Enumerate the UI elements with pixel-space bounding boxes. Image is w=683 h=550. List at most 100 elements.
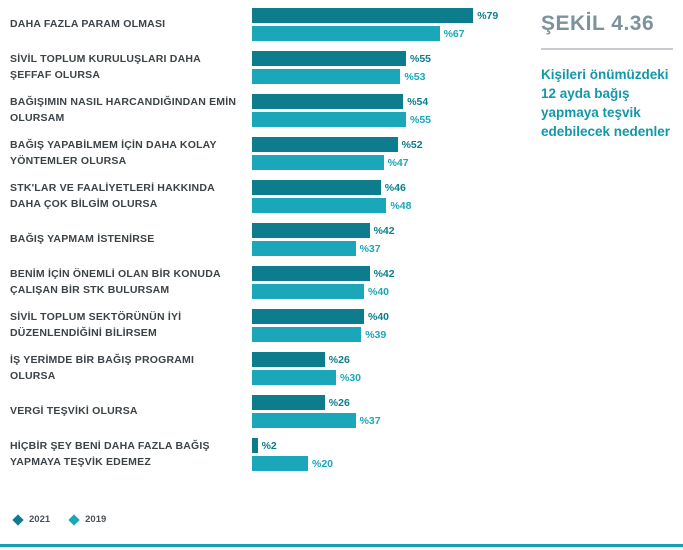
legend-diamond-2019-icon bbox=[68, 513, 80, 526]
chart-row: BAĞIŞ YAPMAM İSTENİRSE %42 %37 bbox=[10, 223, 530, 256]
bar-group: %42 %40 bbox=[252, 266, 530, 299]
bar-2021 bbox=[252, 180, 381, 195]
chart-row: STK'LAR VE FAALİYETLERİ HAKKINDA DAHA ÇO… bbox=[10, 180, 530, 213]
bar-2019 bbox=[252, 69, 401, 84]
chart-row: BENİM İÇİN ÖNEMLİ OLAN BİR KONUDA ÇALIŞA… bbox=[10, 266, 530, 299]
category-label: HİÇBİR ŞEY BENİ DAHA FAZLA BAĞIŞ YAPMAYA… bbox=[10, 439, 210, 468]
figure-caption: Kişileri önümüzdeki 12 ayda bağış yapmay… bbox=[541, 67, 671, 139]
bar-value-2021: %2 bbox=[261, 439, 277, 452]
legend-item-2019: 2019 bbox=[68, 513, 106, 526]
bar-line-2019: %20 bbox=[252, 456, 530, 471]
bar-value-2019: %37 bbox=[359, 242, 381, 255]
bar-value-2021: %52 bbox=[401, 138, 423, 151]
figure-sidebar: ŞEKİL 4.36 Kişileri önümüzdeki 12 ayda b… bbox=[541, 12, 675, 142]
bar-line-2021: %2 bbox=[252, 438, 530, 453]
category-label: SİVİL TOPLUM SEKTÖRÜNÜN İYİ DÜZENLENDİĞİ… bbox=[10, 310, 182, 339]
chart-row: BAĞIŞIMIN NASIL HARCANDIĞINDAN EMİN OLUR… bbox=[10, 94, 530, 127]
category-label: SİVİL TOPLUM KURULUŞLARI DAHA ŞEFFAF OLU… bbox=[10, 52, 201, 81]
bar-value-2019: %67 bbox=[443, 27, 465, 40]
chart-legend: 2021 2019 bbox=[12, 513, 106, 526]
category-label: STK'LAR VE FAALİYETLERİ HAKKINDA DAHA ÇO… bbox=[10, 181, 215, 210]
legend-label-2021: 2021 bbox=[29, 514, 51, 525]
chart-row: VERGİ TEŞVİKİ OLURSA %26 %37 bbox=[10, 395, 530, 428]
chart-row: İŞ YERİMDE BİR BAĞIŞ PROGRAMI OLURSA %26%… bbox=[10, 352, 530, 385]
bar-value-2021: %42 bbox=[373, 267, 395, 280]
category-label: VERGİ TEŞVİKİ OLURSA bbox=[10, 404, 138, 417]
bar-2019 bbox=[252, 327, 362, 342]
bar-2019 bbox=[252, 241, 356, 256]
bar-value-2021: %46 bbox=[384, 181, 406, 194]
bar-line-2021: %52 bbox=[252, 137, 530, 152]
category-label: DAHA FAZLA PARAM OLMASI bbox=[10, 17, 166, 30]
bar-line-2021: %79 bbox=[252, 8, 530, 23]
bar-chart: DAHA FAZLA PARAM OLMASI %79 %67 SİVİL TOPLU… bbox=[10, 8, 530, 481]
bar-2021 bbox=[252, 309, 364, 324]
bar-line-2021: %46 bbox=[252, 180, 530, 195]
chart-row: SİVİL TOPLUM SEKTÖRÜNÜN İYİ DÜZENLENDİĞİ… bbox=[10, 309, 530, 342]
bar-2021 bbox=[252, 94, 404, 109]
bar-value-2021: %55 bbox=[410, 52, 432, 65]
bar-2019 bbox=[252, 198, 387, 213]
legend-item-2021: 2021 bbox=[12, 513, 51, 526]
bar-line-2019: %53 bbox=[252, 69, 530, 84]
bar-value-2021: %54 bbox=[407, 95, 429, 108]
category-label: BAĞIŞIMIN NASIL HARCANDIĞINDAN EMİN OLUR… bbox=[10, 95, 237, 124]
legend-diamond-2021-icon bbox=[12, 513, 24, 526]
bar-value-2019: %37 bbox=[359, 414, 381, 427]
bar-line-2021: %26 bbox=[252, 352, 530, 367]
category-label: BAĞIŞ YAPMAM İSTENİRSE bbox=[10, 232, 155, 245]
figure-label: ŞEKİL 4.36 bbox=[541, 12, 655, 35]
bar-line-2019: %47 bbox=[252, 155, 530, 170]
bar-2021 bbox=[252, 51, 406, 66]
bar-line-2019: %40 bbox=[252, 284, 530, 299]
bar-value-2021: %26 bbox=[328, 396, 350, 409]
bar-line-2019: %37 bbox=[252, 413, 530, 428]
bar-group: %54 %55 bbox=[252, 94, 530, 127]
bar-value-2019: %30 bbox=[340, 371, 362, 384]
bar-group: %52 %47 bbox=[252, 137, 530, 170]
bar-group: %46 %48 bbox=[252, 180, 530, 213]
figure-divider bbox=[541, 48, 673, 50]
bar-line-2019: %39 bbox=[252, 327, 530, 342]
bar-line-2019: %55 bbox=[252, 112, 530, 127]
bar-group: %79 %67 bbox=[252, 8, 530, 41]
bar-line-2021: %54 bbox=[252, 94, 530, 109]
bar-value-2019: %20 bbox=[312, 457, 334, 470]
category-label: BAĞIŞ YAPABİLMEM İÇİN DAHA KOLAY YÖNTEML… bbox=[10, 138, 217, 167]
bar-group: %26 %37 bbox=[252, 395, 530, 428]
bar-line-2021: %40 bbox=[252, 309, 530, 324]
bar-2021 bbox=[252, 137, 398, 152]
bar-2019 bbox=[252, 456, 308, 471]
bar-value-2019: %40 bbox=[368, 285, 390, 298]
bar-value-2021: %26 bbox=[328, 353, 350, 366]
chart-row: BAĞIŞ YAPABİLMEM İÇİN DAHA KOLAY YÖNTEML… bbox=[10, 137, 530, 170]
bar-value-2021: %40 bbox=[368, 310, 390, 323]
bar-value-2019: %39 bbox=[365, 328, 387, 341]
bar-line-2021: %42 bbox=[252, 266, 530, 281]
bar-2019 bbox=[252, 112, 406, 127]
bar-value-2019: %47 bbox=[387, 156, 409, 169]
chart-row: HİÇBİR ŞEY BENİ DAHA FAZLA BAĞIŞ YAPMAYA… bbox=[10, 438, 530, 471]
bar-line-2021: %26 bbox=[252, 395, 530, 410]
bar-line-2021: %55 bbox=[252, 51, 530, 66]
bar-2019 bbox=[252, 370, 336, 385]
chart-rows: DAHA FAZLA PARAM OLMASI %79 %67 SİVİL TOPLU… bbox=[10, 8, 530, 471]
bar-2019 bbox=[252, 284, 364, 299]
category-label: BENİM İÇİN ÖNEMLİ OLAN BİR KONUDA ÇALIŞA… bbox=[10, 267, 221, 296]
bar-2019 bbox=[252, 155, 384, 170]
chart-row: SİVİL TOPLUM KURULUŞLARI DAHA ŞEFFAF OLU… bbox=[10, 51, 530, 84]
bar-2019 bbox=[252, 26, 440, 41]
bottom-rule bbox=[0, 544, 683, 547]
chart-row: DAHA FAZLA PARAM OLMASI %79 %67 bbox=[10, 8, 530, 41]
bar-2021 bbox=[252, 223, 370, 238]
bar-line-2019: %67 bbox=[252, 26, 530, 41]
bar-group: %55 %53 bbox=[252, 51, 530, 84]
bar-2021 bbox=[252, 438, 258, 453]
bar-line-2019: %48 bbox=[252, 198, 530, 213]
bar-2021 bbox=[252, 395, 325, 410]
bar-group: %26 %30 bbox=[252, 352, 530, 385]
bar-value-2021: %42 bbox=[373, 224, 395, 237]
bar-line-2019: %37 bbox=[252, 241, 530, 256]
category-label: İŞ YERİMDE BİR BAĞIŞ PROGRAMI OLURSA bbox=[10, 353, 195, 382]
